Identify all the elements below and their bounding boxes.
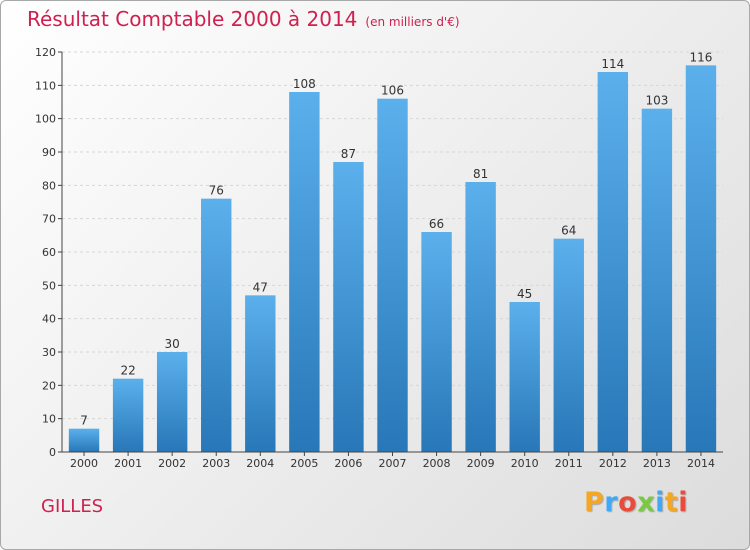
- y-tick-label: 0: [49, 446, 56, 459]
- bars: 7 22 30 76 47 108 87 106 66 81 45 64 114 103 116: [68, 50, 717, 453]
- data-label: 64: [561, 224, 576, 238]
- bar-2003: [201, 198, 232, 452]
- x-tick-label: 2002: [158, 457, 186, 470]
- x-tick-label: 2009: [467, 457, 495, 470]
- y-tick-label: 50: [42, 279, 56, 292]
- proxiti-logo: Proxiti: [584, 487, 688, 518]
- y-tick-label: 10: [42, 413, 56, 426]
- data-label: 114: [601, 57, 624, 71]
- x-tick-label: 2014: [687, 457, 715, 470]
- x-tick-label: 2003: [202, 457, 230, 470]
- logo-letter: i: [678, 487, 689, 518]
- bar-2010: [509, 302, 540, 452]
- bar-2006: [333, 162, 364, 452]
- bar-2008: [421, 232, 452, 452]
- x-tick-label: 2010: [511, 457, 539, 470]
- x-tick-label: 2011: [555, 457, 583, 470]
- x-tick-label: 2012: [599, 457, 627, 470]
- axes: 0 10 20 30 40 50 60 70 80 90 100 110 120 2000 2001 2002…: [35, 46, 723, 470]
- y-tick-label: 100: [35, 113, 56, 126]
- y-tick-label: 20: [42, 379, 56, 392]
- logo-letter: x: [637, 487, 656, 518]
- bar-2012: [597, 72, 629, 452]
- y-tick-label: 80: [42, 179, 56, 192]
- y-tick-label: 110: [35, 79, 56, 92]
- data-label: 7: [80, 414, 88, 428]
- data-label: 87: [341, 147, 356, 161]
- y-tick-label: 40: [42, 313, 56, 326]
- data-label: 30: [165, 337, 180, 351]
- chart-title: Résultat Comptable 2000 à 2014 (en millie…: [27, 7, 460, 31]
- bar-2000: [68, 428, 100, 452]
- y-tick-label: 30: [42, 346, 56, 359]
- data-label: 81: [473, 167, 488, 181]
- x-tick-label: 2013: [643, 457, 671, 470]
- x-tick-label: 2007: [379, 457, 407, 470]
- bar-2013: [641, 108, 673, 453]
- logo-letter: r: [604, 487, 619, 518]
- data-label: 47: [253, 280, 268, 294]
- chart-subtitle: (en milliers d'€): [365, 15, 460, 29]
- data-label: 22: [120, 364, 135, 378]
- bar-2001: [112, 378, 144, 452]
- bar-2014: [685, 65, 717, 452]
- y-tick-label: 60: [42, 246, 56, 259]
- y-tick-label: 120: [35, 46, 56, 59]
- bar-2005: [289, 92, 320, 452]
- bar-2004: [245, 295, 276, 452]
- x-tick-label: 2008: [423, 457, 451, 470]
- bar-2011: [553, 238, 584, 452]
- x-tick-label: 2001: [114, 457, 142, 470]
- data-label: 76: [209, 184, 224, 198]
- x-tick-label: 2006: [334, 457, 362, 470]
- logo-letter: t: [664, 487, 679, 518]
- y-tick-label: 70: [42, 213, 56, 226]
- logo-letter: i: [655, 487, 665, 518]
- chart-title-text: Résultat Comptable 2000 à 2014: [27, 7, 358, 31]
- logo-letter: P: [584, 487, 605, 518]
- x-tick-label: 2000: [70, 457, 98, 470]
- x-tick-label: 2004: [246, 457, 274, 470]
- data-label: 108: [293, 77, 316, 91]
- bar-2002: [156, 352, 188, 452]
- data-label: 106: [381, 84, 404, 98]
- logo-letter: o: [618, 487, 638, 518]
- bar-2009: [465, 182, 496, 452]
- y-tick-label: 90: [42, 146, 56, 159]
- place-name: GILLES: [41, 496, 104, 517]
- data-label: 66: [429, 217, 444, 231]
- data-label: 45: [517, 287, 532, 301]
- data-label: 103: [645, 94, 668, 108]
- data-label: 116: [690, 50, 713, 64]
- x-tick-label: 2005: [290, 457, 318, 470]
- bar-2007: [377, 98, 408, 453]
